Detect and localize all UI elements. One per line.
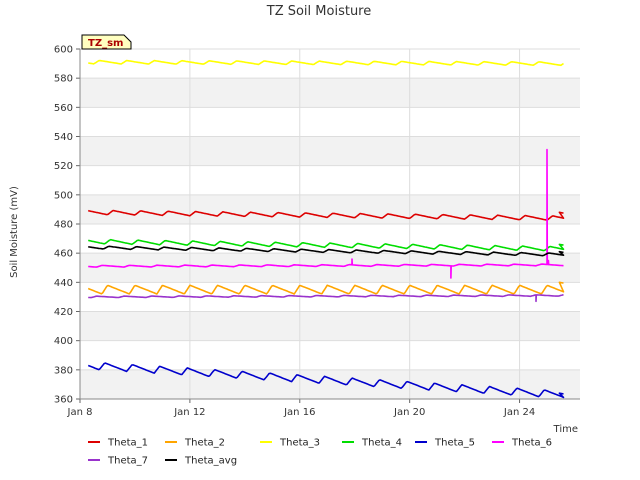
x-tick-label: Jan 16	[283, 407, 315, 418]
y-tick-label: 500	[54, 190, 73, 201]
legend-item-theta-5: Theta_5	[415, 438, 475, 449]
legend-label-theta-6: Theta_6	[511, 438, 552, 449]
series-line-theta-3	[88, 59, 564, 67]
y-tick-label: 580	[54, 74, 73, 85]
x-tick-label: Jan 8	[67, 407, 93, 418]
series-line-theta-avg	[88, 245, 565, 257]
y-tick-label: 600	[54, 45, 73, 56]
y-tick-label: 420	[54, 307, 73, 318]
legend-label-theta-avg: Theta_avg	[184, 456, 237, 467]
legend: Theta_1 Theta_2 Theta_3 Theta_4 Theta_5 Theta…	[88, 438, 552, 467]
legend-item-theta-1: Theta_1	[88, 438, 148, 449]
legend-label-theta-1: Theta_1	[107, 438, 148, 449]
x-tick-label: Jan 12	[173, 407, 205, 418]
chart-title: TZ Soil Moisture	[266, 4, 372, 19]
series-line-theta-4	[88, 238, 565, 252]
legend-item-theta-7: Theta_7	[88, 456, 148, 467]
y-tick-label: 400	[54, 336, 73, 347]
plot-band	[80, 78, 580, 108]
legend-item-theta-4: Theta_4	[342, 438, 402, 449]
y-axis-label: Soil Moisture (mV)	[9, 186, 20, 278]
plot-band	[80, 136, 580, 166]
plot-band	[80, 253, 580, 283]
y-tick-label: 440	[54, 278, 73, 289]
legend-label-theta-4: Theta_4	[361, 438, 402, 449]
y-tick-label: 540	[54, 132, 73, 143]
y-tick-label: 520	[54, 161, 73, 172]
axes: 360 380 400 420 440 460 480 500 520 540 560 580 600 J…	[54, 45, 580, 418]
y-tick-label: 460	[54, 249, 73, 260]
series-line-theta-6	[88, 148, 564, 279]
plot-band	[80, 369, 580, 399]
y-tick-label: 380	[54, 365, 73, 376]
x-tick-label: Jan 20	[393, 407, 425, 418]
series-line-theta-5	[87, 362, 565, 399]
legend-item-theta-6: Theta_6	[492, 438, 552, 449]
series-line-theta-2	[87, 281, 565, 295]
legend-label-theta-2: Theta_2	[184, 438, 225, 449]
tz-sm-badge-label: TZ_sm	[88, 38, 123, 49]
legend-label-theta-3: Theta_3	[279, 438, 320, 449]
y-tick-label: 560	[54, 103, 73, 114]
y-tick-label: 360	[54, 395, 73, 406]
plot-band	[80, 311, 580, 341]
legend-item-theta-avg: Theta_avg	[165, 456, 237, 467]
series-line-theta-7	[88, 293, 564, 303]
legend-item-theta-3: Theta_3	[260, 438, 320, 449]
x-axis-label: Time	[553, 424, 578, 435]
legend-item-theta-2: Theta_2	[165, 438, 225, 449]
tz-sm-badge: TZ_sm	[81, 34, 132, 50]
plot-band	[80, 194, 580, 224]
x-tick-label: Jan 24	[503, 407, 535, 418]
legend-label-theta-7: Theta_7	[107, 456, 148, 467]
series-layer	[87, 59, 565, 399]
series-line-theta-1	[88, 209, 565, 221]
y-tick-label: 480	[54, 220, 73, 231]
legend-label-theta-5: Theta_5	[434, 438, 475, 449]
